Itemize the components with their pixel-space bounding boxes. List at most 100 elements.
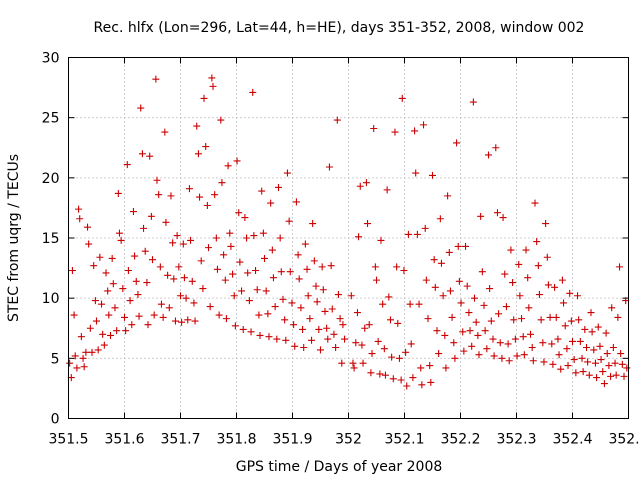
data-point [300, 344, 308, 352]
data-point [584, 358, 592, 366]
data-point [332, 344, 340, 352]
y-tick-label: 30 [42, 51, 60, 67]
x-tick-label: 351.8 [216, 432, 256, 448]
y-tick-label: 25 [42, 111, 60, 127]
data-point [70, 311, 78, 319]
data-point [395, 354, 403, 362]
data-point [100, 341, 108, 349]
data-point [175, 263, 183, 271]
data-point [420, 121, 428, 129]
data-point [445, 248, 453, 256]
data-point [492, 144, 500, 152]
data-point [131, 252, 139, 260]
data-point [138, 150, 146, 158]
data-point [415, 300, 423, 308]
data-point [397, 376, 405, 384]
data-point [304, 292, 312, 300]
data-point [317, 346, 324, 354]
data-point [206, 303, 214, 311]
plot-frame [68, 57, 629, 419]
data-point [453, 139, 461, 147]
data-point [294, 251, 302, 259]
data-point [250, 232, 258, 240]
data-point [98, 300, 106, 308]
data-point [487, 317, 495, 325]
data-point [247, 328, 255, 336]
data-point [603, 350, 611, 358]
data-point [299, 325, 307, 333]
data-point [611, 359, 619, 367]
data-point [463, 282, 471, 290]
data-point [86, 324, 94, 332]
data-point [93, 317, 100, 325]
data-point [301, 240, 309, 248]
data-point [144, 321, 152, 329]
data-point [244, 269, 252, 277]
data-point [446, 287, 454, 295]
data-point [421, 224, 429, 232]
data-point [268, 246, 276, 254]
x-tick-label: 351.7 [160, 432, 200, 448]
data-point [468, 342, 476, 350]
data-point [233, 157, 241, 165]
data-point [371, 263, 379, 271]
data-point [459, 328, 467, 336]
data-point [365, 321, 373, 329]
data-point [546, 313, 554, 321]
data-point [557, 365, 565, 373]
x-tick-label: 351.5 [48, 432, 88, 448]
data-point [252, 266, 260, 274]
data-point [129, 208, 137, 216]
data-point [535, 291, 543, 299]
data-point [439, 292, 447, 300]
tick-labels: 351.5 351.6 351.7 351.8 351.9 352 352.1 352.2 35… [42, 51, 640, 448]
data-point [113, 327, 121, 335]
data-point [324, 335, 332, 343]
data-point [80, 363, 88, 371]
data-point [212, 234, 220, 242]
data-point [184, 316, 192, 324]
data-point [147, 212, 155, 220]
data-point [387, 316, 394, 324]
data-point [429, 171, 436, 179]
data-point [620, 372, 628, 380]
data-point [73, 364, 81, 372]
data-point [593, 374, 601, 382]
data-point [169, 239, 177, 247]
data-point [105, 311, 113, 319]
data-point [444, 192, 452, 200]
data-point [94, 346, 102, 354]
data-point [262, 287, 270, 295]
data-point [554, 335, 562, 343]
data-point [203, 202, 211, 210]
data-point [155, 191, 163, 199]
data-point [291, 342, 299, 350]
data-point [128, 321, 136, 329]
data-point [413, 230, 421, 238]
data-point [600, 380, 608, 388]
data-point [149, 256, 156, 264]
data-point [588, 328, 596, 336]
data-point [483, 345, 491, 353]
data-point [623, 364, 631, 372]
data-point [77, 333, 85, 341]
data-point [374, 337, 382, 345]
data-point [107, 331, 114, 339]
data-point [352, 339, 360, 347]
data-point [540, 358, 548, 366]
data-point [504, 340, 512, 348]
data-point [140, 224, 148, 232]
data-point [567, 317, 575, 325]
data-point [437, 259, 445, 267]
data-point [472, 318, 480, 326]
data-point [84, 223, 92, 231]
data-points [66, 74, 631, 390]
chart-title: Rec. hlfx (Lon=296, Lat=44, h=HE), days … [94, 20, 585, 36]
data-point [404, 230, 412, 238]
data-point [591, 359, 599, 367]
data-point [104, 287, 112, 295]
data-point [217, 116, 225, 124]
data-point [180, 274, 188, 282]
data-point [222, 315, 230, 323]
data-point [555, 351, 563, 359]
